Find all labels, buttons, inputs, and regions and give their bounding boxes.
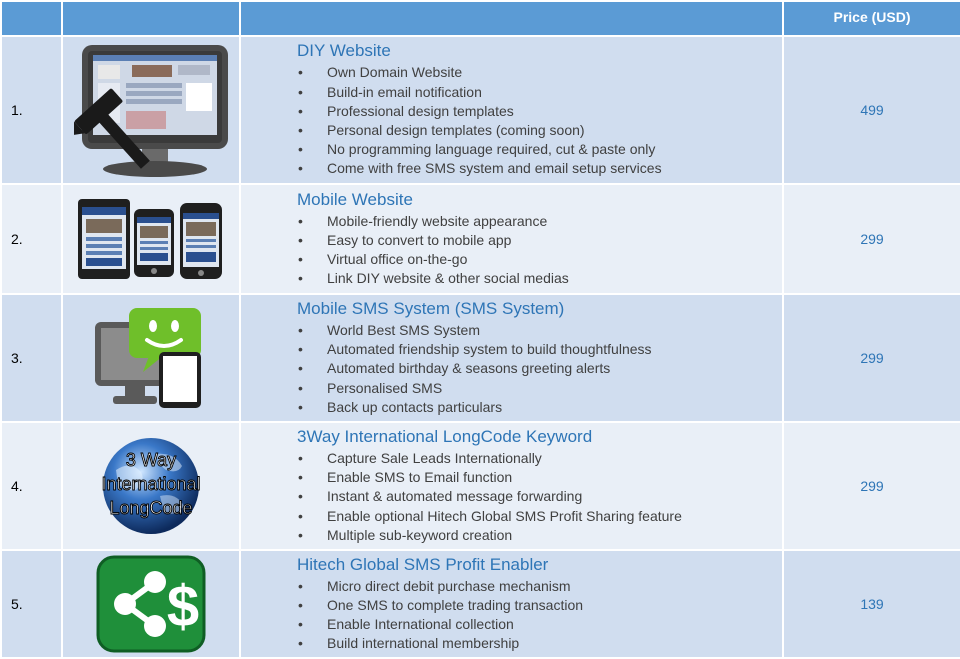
feature-item: Professional design templates — [297, 102, 782, 121]
row-number: 2. — [0, 183, 63, 295]
product-image-cell: $ — [61, 549, 241, 659]
feature-list: Micro direct debit purchase mechanism On… — [297, 577, 782, 654]
feature-item: Micro direct debit purchase mechanism — [297, 577, 782, 596]
feature-item: Come with free SMS system and email setu… — [297, 159, 782, 178]
row-number: 1. — [0, 35, 63, 185]
product-title: Hitech Global SMS Profit Enabler — [297, 554, 549, 574]
computer-hammer-icon — [73, 45, 228, 177]
feature-item: Enable optional Hitech Global SMS Profit… — [297, 507, 782, 526]
table-row: 1. — [0, 35, 960, 185]
feature-list: World Best SMS System Automated friendsh… — [297, 321, 782, 417]
row-number: 5. — [0, 549, 63, 659]
feature-item: Automated birthday & seasons greeting al… — [297, 359, 782, 378]
feature-item: Virtual office on-the-go — [297, 250, 782, 269]
row-number: 4. — [0, 421, 63, 551]
product-title: 3Way International LongCode Keyword — [297, 426, 593, 446]
row-number: 3. — [0, 293, 63, 423]
feature-item: Personal design templates (coming soon) — [297, 121, 782, 140]
feature-item: World Best SMS System — [297, 321, 782, 340]
feature-item: Build-in email notification — [297, 83, 782, 102]
product-description: DIY Website Own Domain Website Build-in … — [239, 35, 784, 185]
feature-item: No programming language required, cut & … — [297, 140, 782, 159]
feature-item: Own Domain Website — [297, 63, 782, 82]
product-description: Mobile Website Mobile-friendly website a… — [239, 183, 784, 295]
price-value: 299 — [782, 293, 960, 423]
feature-item: One SMS to complete trading transaction — [297, 596, 782, 615]
price-value: 299 — [782, 421, 960, 551]
feature-item: Link DIY website & other social medias — [297, 269, 782, 288]
table-header-row: Price (USD) — [0, 0, 960, 37]
globe-text-line: LongCode — [109, 498, 192, 518]
feature-list: Mobile-friendly website appearance Easy … — [297, 212, 782, 289]
header-description-cell — [239, 0, 784, 37]
globe-text-line: 3 Way — [126, 450, 176, 470]
header-image-cell — [61, 0, 241, 37]
table-row: 2. — [0, 183, 960, 295]
price-value: 139 — [782, 549, 960, 659]
feature-list: Own Domain Website Build-in email notifi… — [297, 63, 782, 178]
feature-item: Enable SMS to Email function — [297, 468, 782, 487]
product-description: Mobile SMS System (SMS System) World Bes… — [239, 293, 784, 423]
product-title: Mobile Website — [297, 189, 413, 209]
feature-list: Capture Sale Leads Internationally Enabl… — [297, 449, 782, 545]
sms-chat-icon — [95, 308, 201, 408]
table-row: 3. — [0, 293, 960, 423]
product-title: DIY Website — [297, 41, 391, 61]
product-image-cell — [61, 183, 241, 295]
header-price-cell: Price (USD) — [782, 0, 960, 37]
feature-item: Multiple sub-keyword creation — [297, 526, 782, 545]
header-number-cell — [0, 0, 63, 37]
product-image-cell — [61, 293, 241, 423]
product-description: Hitech Global SMS Profit Enabler Micro d… — [239, 549, 784, 659]
share-dollar-icon: $ — [96, 555, 206, 653]
feature-item: Easy to convert to mobile app — [297, 231, 782, 250]
feature-item: Personalised SMS — [297, 379, 782, 398]
price-value: 499 — [782, 35, 960, 185]
mobile-devices-icon — [78, 199, 222, 279]
feature-item: Back up contacts particulars — [297, 398, 782, 417]
product-title: Mobile SMS System (SMS System) — [297, 298, 565, 318]
feature-item: Enable International collection — [297, 615, 782, 634]
svg-text:$: $ — [167, 574, 199, 639]
globe-icon: 3 Way International LongCode — [101, 438, 201, 534]
product-image-cell: 3 Way International LongCode — [61, 421, 241, 551]
product-description: 3Way International LongCode Keyword Capt… — [239, 421, 784, 551]
feature-item: Mobile-friendly website appearance — [297, 212, 782, 231]
price-value: 299 — [782, 183, 960, 295]
globe-text-line: International — [101, 474, 200, 494]
feature-item: Instant & automated message forwarding — [297, 487, 782, 506]
feature-item: Build international membership — [297, 634, 782, 653]
table-row: 5. $ Hitech Global SMS Profit Enabler Mi… — [0, 549, 960, 659]
feature-item: Automated friendship system to build tho… — [297, 340, 782, 359]
feature-item: Capture Sale Leads Internationally — [297, 449, 782, 468]
product-image-cell — [61, 35, 241, 185]
table-row: 4. 3 Way International — [0, 421, 960, 551]
